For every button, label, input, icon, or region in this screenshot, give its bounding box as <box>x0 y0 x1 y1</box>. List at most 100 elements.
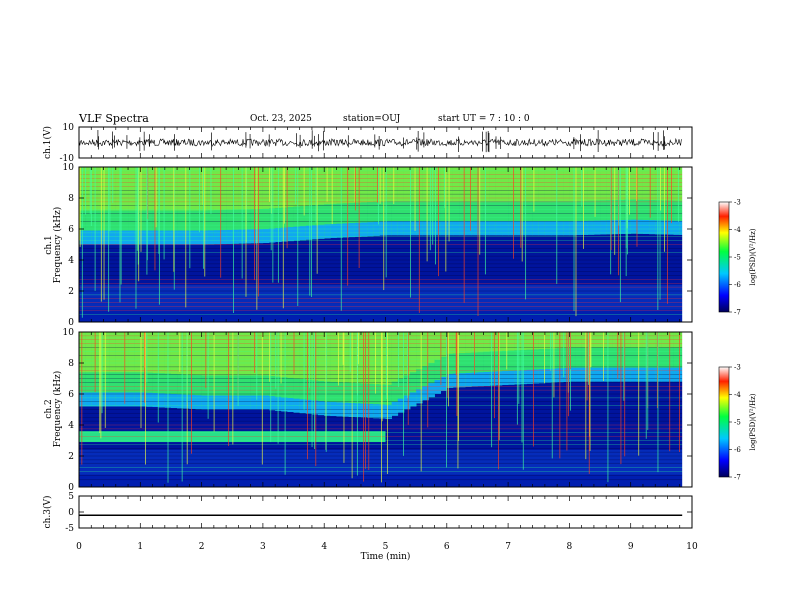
ch1-spectrogram-top-cell <box>422 167 429 202</box>
ch1-spectrogram-edge-cell <box>667 220 674 235</box>
ch1-spectrogram-top-cell <box>262 167 270 209</box>
ch2-colorbar <box>718 366 730 478</box>
ch2-spectrogram-top-cell <box>158 332 166 374</box>
ch1-spectrogram-band <box>79 278 692 285</box>
ch2-spectrogram-band <box>79 418 692 425</box>
ch1-spectrogram-edge-cell <box>152 230 159 245</box>
ch2-spectrogram-top-cell <box>213 332 221 376</box>
ch2-spectrogram-ytick-label: 4 <box>68 421 74 431</box>
x-axis-label: Time (min) <box>361 551 411 562</box>
ch1-spectrogram-top-cell <box>213 167 221 211</box>
ch2-spectrogram-upper-cell <box>526 332 533 384</box>
ch2-spectrogram-top-cell <box>146 332 153 373</box>
ch1-spectrogram-top-cell <box>446 167 454 202</box>
ch2-spectrogram-upper-cell <box>606 332 613 382</box>
ch1-spectrogram-top-cell <box>342 167 350 204</box>
ch1-spectrogram-top-cell <box>465 167 472 202</box>
ch2-spectrogram-edge-cell <box>318 401 325 416</box>
ch1-spectrogram-band <box>79 247 692 254</box>
ch2-spectrogram-top-cell <box>299 332 307 380</box>
ch1-spectrogram-band <box>79 260 692 267</box>
ch2-spectrogram-edge-cell <box>410 392 417 407</box>
ch2-spectrogram-edge-cell <box>195 395 202 410</box>
ch1-spectrogram-top-cell <box>354 167 362 203</box>
ch2-spectrogram-upper-cell <box>630 332 638 382</box>
ch1-spectrogram-edge-cell <box>299 226 307 241</box>
ch1-spectrogram-band <box>79 297 692 304</box>
ch2-spectrogram-edge-cell <box>232 395 239 410</box>
ch2-spectrogram-edge-cell <box>250 395 258 410</box>
ch2-spectrogram-edge-cell <box>324 401 331 416</box>
ch2-spectrogram-top-cell <box>207 332 215 376</box>
ch2-colorbar-tick-label: -7 <box>734 474 741 482</box>
ch1-spectrogram-top-cell <box>146 167 153 211</box>
ch2-spectrogram-top-cell <box>342 332 350 383</box>
ch1-spectrogram-ytick-label: 0 <box>68 318 74 328</box>
ch1-spectrogram-edge-cell <box>557 221 564 236</box>
ch2-spectrogram-top-cell <box>134 332 141 373</box>
ch2-spectrogram-top-cell <box>128 332 135 373</box>
ch3-waveform-ylabel: ch.3(V) <box>42 496 53 529</box>
x-tick-label: 5 <box>383 542 389 552</box>
ch1-spectrogram-top-cell <box>477 167 484 202</box>
ch1-spectrogram-edge-cell <box>311 225 319 240</box>
ch2-spectrogram-edge-cell <box>367 403 374 418</box>
ch1-spectrogram-top-cell <box>440 167 448 202</box>
ch1-spectrogram-edge-cell <box>183 230 190 245</box>
ch1-spectrogram-top-cell <box>115 167 123 211</box>
ch2-spectrogram-top-cell <box>195 332 202 376</box>
ch2-colorbar-tick-label: -3 <box>734 364 741 372</box>
ch1-spectrogram-upper-cell <box>587 167 595 235</box>
ch2-spectrogram-top-cell <box>170 332 178 374</box>
ch1-spectrogram-band <box>79 309 692 316</box>
ch1-spectrogram-top-cell <box>667 167 674 201</box>
ch1-spectrogram-edge-cell <box>434 221 441 236</box>
ch1-spectrogram-edge-cell <box>508 221 515 236</box>
ch1-spectrogram-top-cell <box>563 167 570 202</box>
ch2-spectrogram-upper-cell <box>612 332 619 382</box>
ch1-spectrogram-edge-cell <box>342 223 350 238</box>
ch2-spectrogram-edge-cell <box>440 376 448 391</box>
ch1-spectrogram-edge-cell <box>630 219 638 234</box>
ch1-spectrogram-edge-cell <box>115 230 123 245</box>
ch2-spectrogram-top-cell <box>238 332 245 376</box>
ch2-spectrogram-edge-cell <box>85 392 92 407</box>
x-tick-label: 1 <box>137 542 143 552</box>
ch1-spectrogram-edge-cell <box>164 230 172 245</box>
ch1-spectrogram-top-cell <box>183 167 190 211</box>
ch1-spectrogram-upper-cell <box>612 167 619 235</box>
ch1-spectrogram-top-cell <box>673 167 681 201</box>
ch2-spectrogram-edge-cell <box>459 373 466 388</box>
ch2-spectrogram-edge-cell <box>128 392 135 407</box>
ch1-spectrogram-edge-cell <box>587 220 595 235</box>
ch1-spectrogram-edge-cell <box>673 220 681 235</box>
ch2-spectrogram-top-cell <box>360 332 368 384</box>
ch1-spectrogram-edge-cell <box>612 220 619 235</box>
ch1-spectrogram-top-cell <box>177 167 184 211</box>
ch1-spectrogram-edge-cell <box>446 221 454 236</box>
ch1-spectrogram-top-cell <box>495 167 503 202</box>
ch1-spectrogram-top-cell <box>318 167 325 205</box>
ch2-spectrogram-band <box>79 474 692 481</box>
ch2-spectrogram-top-cell <box>434 332 441 360</box>
ch1-spectrogram-top-cell <box>471 167 478 202</box>
ch1-spectrogram-top-cell <box>575 167 582 201</box>
ch2-spectrogram-band <box>79 462 692 469</box>
ch2-spectrogram-upper-cell <box>532 332 540 384</box>
ch1-spectrogram-edge-cell <box>575 221 582 236</box>
ch2-colorbar-tick-label: -5 <box>734 419 741 427</box>
ch1-spectrogram-edge-cell <box>526 221 533 236</box>
ch1-spectrogram-edge-cell <box>256 229 264 244</box>
ch1-spectrogram-upper-cell <box>618 167 625 234</box>
ch2-spectrogram-top-cell <box>226 332 233 376</box>
ch2-spectrogram-edge-cell <box>201 395 209 410</box>
ch1-spectrogram-top-cell <box>250 167 258 210</box>
ch1-spectrogram-edge-cell <box>618 220 625 234</box>
ch2-spectrogram-band <box>79 443 692 450</box>
ch2-spectrogram-top-cell <box>115 332 123 373</box>
ch2-spectrogram-upper-cell <box>557 332 564 383</box>
ch1-spectrogram-top-cell <box>140 167 147 211</box>
ch2-spectrogram-top-cell <box>422 332 429 367</box>
ch1-waveform-ytick-label: -10 <box>60 154 75 164</box>
ch1-spectrogram-edge-cell <box>422 221 429 236</box>
